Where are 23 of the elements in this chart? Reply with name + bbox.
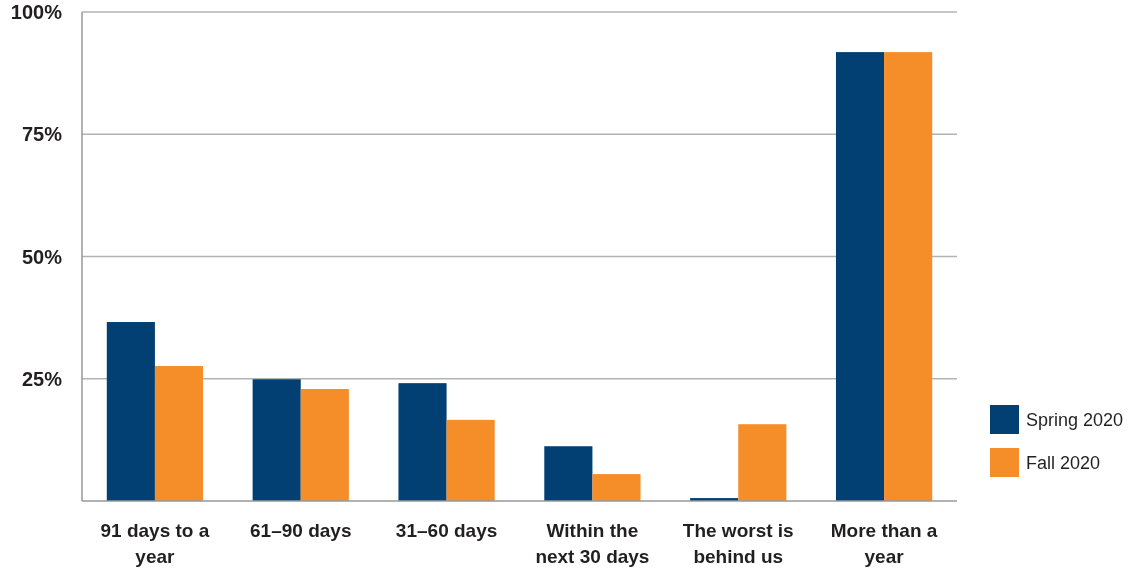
bar [544,446,593,501]
legend-label: Spring 2020 [1026,410,1124,431]
x-tick-label: Within the next 30 days [535,520,650,567]
bar [252,379,301,501]
bar [300,389,349,501]
x-tick-label: More than a year [830,520,938,567]
y-tick-label: 100% [10,1,63,23]
x-tick-label: 31–60 days [395,520,498,541]
y-tick-label: 25% [21,367,63,390]
bar [738,424,787,501]
y-tick-label: 50% [21,245,63,268]
bar [835,52,885,501]
bar [446,419,495,501]
bar [884,52,933,501]
bar [154,366,204,501]
bar [106,322,155,501]
x-tick-label: 91 days to a year [100,520,210,567]
y-tick-label: 75% [21,123,63,146]
x-tick-label: The worst is behind us [682,520,794,567]
x-tick-label: 61–90 days [250,520,352,541]
bar [592,474,641,501]
bar [398,383,447,501]
legend-label: Fall 2020 [1026,453,1101,474]
